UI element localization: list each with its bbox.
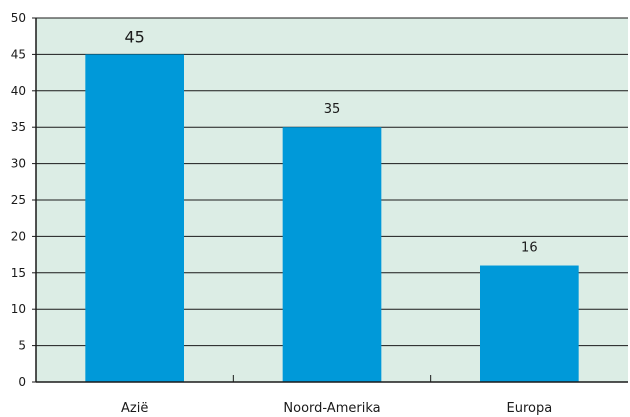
category-labels: Azië Noord-Amerika Europa: [121, 401, 552, 416]
data-label: 45: [124, 27, 144, 46]
y-tick-label: 10: [11, 302, 26, 316]
y-tick-label: 20: [11, 229, 26, 243]
category-label: Noord-Amerika: [283, 401, 380, 416]
y-tick-label: 45: [11, 47, 26, 61]
category-label: Europa: [506, 401, 552, 416]
y-tick-label: 30: [11, 157, 26, 171]
bars: [85, 54, 579, 383]
y-tick-label: 25: [11, 193, 26, 207]
y-tick-label: 50: [11, 11, 26, 25]
x-axis: [35, 18, 628, 383]
bar: [480, 265, 579, 382]
y-tick-label: 40: [11, 84, 26, 98]
y-tick-label: 5: [18, 339, 26, 353]
bar: [282, 127, 382, 382]
y-tick-label: 35: [11, 120, 26, 134]
bar: [85, 54, 184, 383]
y-axis-ticks: 0 5 10 15 20 25 30 35 40 45 50: [11, 11, 36, 389]
data-labels: 45 35 16: [124, 27, 537, 255]
y-tick-label: 15: [11, 266, 26, 280]
category-label: Azië: [121, 401, 148, 416]
y-tick-label: 0: [18, 375, 26, 389]
data-label: 35: [324, 102, 341, 117]
data-label: 16: [521, 241, 538, 256]
